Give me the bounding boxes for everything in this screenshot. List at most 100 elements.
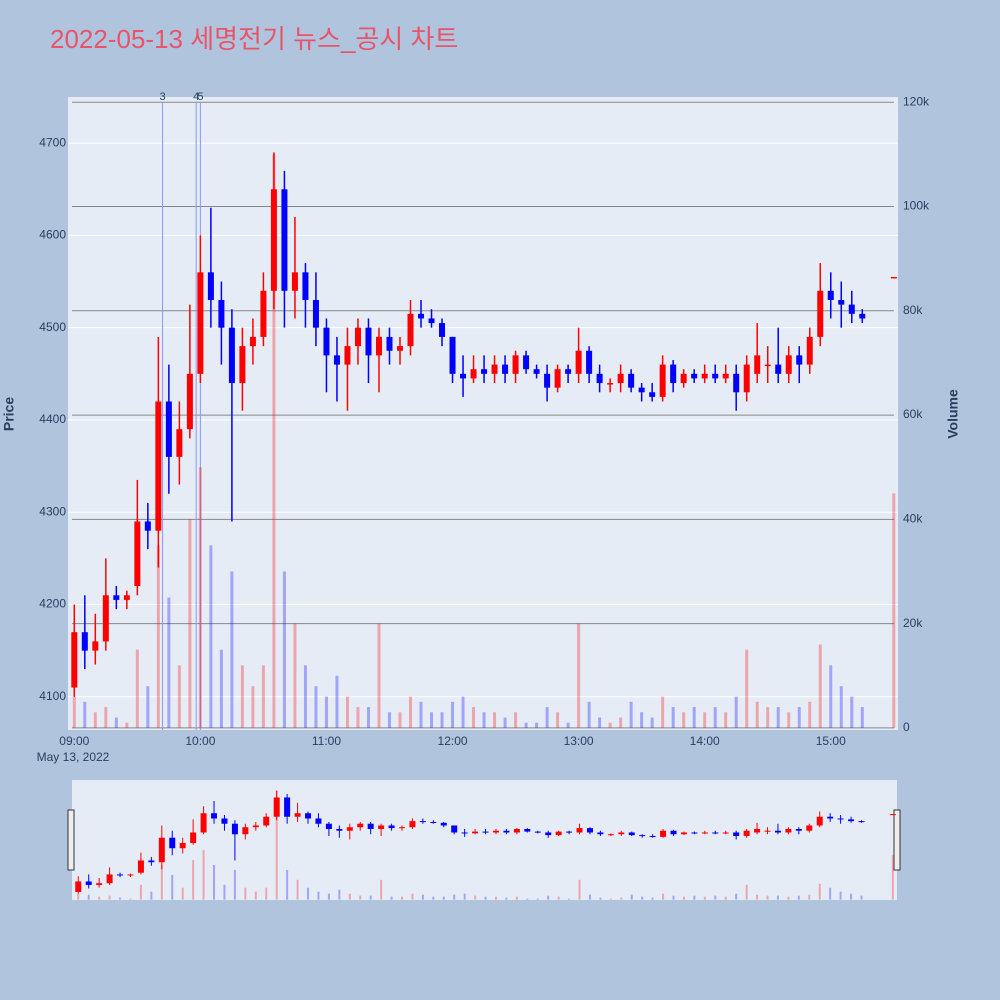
volume-bar — [377, 623, 381, 728]
slider-candle-body — [336, 828, 343, 831]
candle-body — [659, 364, 666, 397]
slider-volume-bar — [578, 879, 581, 900]
candle-body — [649, 392, 656, 397]
volume-bar — [461, 696, 465, 728]
volume-bar — [577, 623, 581, 728]
volume-bar — [198, 467, 202, 728]
volume-bar — [566, 722, 570, 728]
x-tick-label: 12:00 — [438, 734, 468, 748]
y-tick-label: 4100 — [39, 689, 66, 703]
volume-bar — [482, 712, 486, 728]
slider-candle-body — [754, 828, 761, 833]
slider-candle-body — [764, 830, 771, 832]
slider-candle-body — [691, 832, 698, 834]
slider-volume-bar — [327, 893, 330, 900]
volume-bar — [556, 712, 560, 728]
slider-volume-bar — [338, 889, 341, 900]
volume-bar — [324, 696, 328, 728]
volume-bar — [650, 717, 654, 728]
candle-body — [113, 595, 120, 600]
slider-volume-bar — [286, 869, 289, 900]
slider-volume-bar — [296, 879, 299, 900]
slider-volume-bar — [818, 883, 821, 900]
candle-body — [207, 272, 214, 301]
slider-candle-body — [618, 832, 625, 835]
slider-volume-bar — [641, 896, 644, 900]
volume-bar — [135, 649, 139, 728]
candle-body — [890, 276, 897, 279]
slider-volume-bar — [839, 891, 842, 900]
y2-tick-label: 20k — [903, 616, 923, 630]
slider-volume-bar — [515, 896, 518, 900]
volume-bar — [219, 649, 223, 728]
slider-candle-body — [148, 860, 155, 863]
y-tick-label: 4700 — [39, 135, 66, 149]
slider-volume-bar — [776, 895, 779, 900]
slider-candle-body — [795, 828, 802, 831]
slider-volume-bar — [192, 860, 195, 900]
slider-volume-bar — [77, 893, 80, 900]
slider-candle-body — [576, 828, 583, 833]
slider-volume-bar — [891, 855, 894, 900]
slider-candle-body — [670, 830, 677, 835]
volume-bar — [387, 712, 391, 728]
volume-bar — [503, 717, 507, 728]
candle-body — [544, 373, 551, 388]
candle-body — [670, 364, 677, 384]
candle-body — [302, 272, 309, 301]
slider-candle-body — [827, 816, 834, 819]
candle-body — [228, 327, 235, 384]
volume-bar — [398, 712, 402, 728]
slider-candle-body — [284, 797, 291, 817]
slider-volume-bar — [233, 869, 236, 900]
slider-volume-bar — [421, 894, 424, 900]
annotation-label: 4 — [193, 91, 199, 103]
volume-bar — [114, 717, 118, 728]
slider-candle-body — [346, 827, 353, 831]
candle-body — [586, 350, 593, 374]
slider-candle-body — [137, 860, 144, 873]
slider-volume-bar — [223, 884, 226, 900]
slider-handle[interactable] — [67, 809, 75, 871]
slider-volume-bar — [526, 898, 529, 900]
slider-candle-body — [482, 831, 489, 833]
slider-volume-bar — [651, 897, 654, 900]
volume-bar — [167, 597, 171, 728]
slider-volume-bar — [98, 896, 101, 900]
slider-candle-body — [409, 821, 416, 828]
slider-volume-bar — [474, 895, 477, 900]
candle-body — [239, 346, 246, 384]
slider-candle-body — [586, 828, 593, 833]
slider-candle-body — [628, 832, 635, 836]
plot-area — [68, 97, 898, 730]
slider-candle-body — [419, 821, 426, 823]
slider-candle-body — [858, 821, 865, 823]
candle-body — [460, 373, 467, 379]
volume-bar — [808, 701, 812, 728]
volume-bar — [282, 571, 286, 728]
volume-bar — [251, 686, 255, 728]
candle-body — [533, 369, 540, 374]
slider-candle-body — [127, 874, 134, 876]
candle-body — [249, 336, 256, 347]
volume-bar — [83, 701, 87, 728]
slider-volume-bar — [735, 893, 738, 900]
y2-tick-label: 60k — [903, 407, 923, 421]
candle-body — [144, 521, 151, 531]
slider-candle-body — [534, 831, 541, 833]
volume-bar — [734, 696, 738, 728]
volume-bar — [335, 675, 339, 728]
slider-volume-bar — [369, 895, 372, 900]
candle-body — [617, 373, 624, 384]
volume-bar — [608, 722, 612, 728]
slider-volume-bar — [662, 893, 665, 900]
slider-volume-bar — [87, 894, 90, 900]
range-slider[interactable] — [72, 780, 897, 900]
slider-handle[interactable] — [893, 809, 901, 871]
candle-body — [743, 364, 750, 393]
candle-body — [523, 355, 530, 370]
slider-candle-body — [190, 832, 197, 843]
candle-body — [197, 272, 204, 374]
slider-volume-bar — [411, 893, 414, 900]
slider-volume-bar — [119, 897, 122, 900]
